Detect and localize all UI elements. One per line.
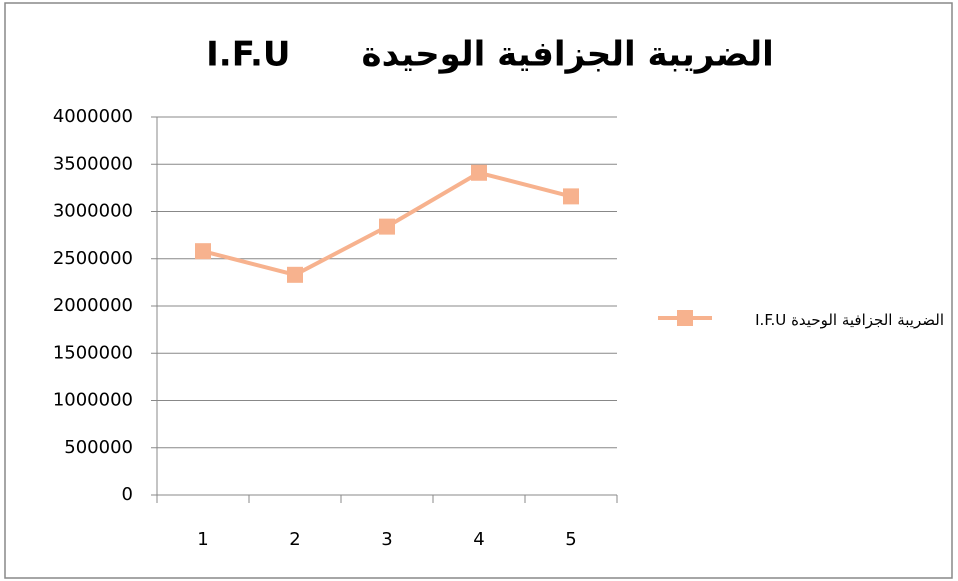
data-point — [287, 266, 303, 283]
legend-label: الضريبة الجزافية الوحيدة I.F.U — [755, 311, 944, 329]
chart-title: الضريبة الجزافية الوحيدة I.F.U — [206, 35, 774, 75]
y-tick-label: 3500000 — [53, 153, 133, 174]
x-tick-label: 1 — [197, 529, 208, 550]
data-point — [379, 218, 395, 235]
y-tick-label: 0 — [122, 484, 133, 505]
data-point — [195, 243, 211, 260]
y-tick-label: 500000 — [64, 437, 133, 458]
chart-frame — [4, 2, 953, 579]
x-tick-label: 5 — [565, 529, 576, 550]
y-tick-label: 1000000 — [53, 390, 133, 411]
x-tick-label: 4 — [473, 529, 484, 550]
data-point — [471, 164, 487, 181]
y-tick-label: 3000000 — [53, 201, 133, 222]
data-point — [563, 188, 579, 205]
y-tick-label: 1500000 — [53, 342, 133, 363]
y-tick-label: 4000000 — [53, 106, 133, 127]
x-tick-label: 2 — [289, 529, 300, 550]
legend-marker — [677, 310, 693, 326]
y-tick-label: 2000000 — [53, 295, 133, 316]
y-tick-label: 2500000 — [53, 248, 133, 269]
x-tick-label: 3 — [381, 529, 392, 550]
